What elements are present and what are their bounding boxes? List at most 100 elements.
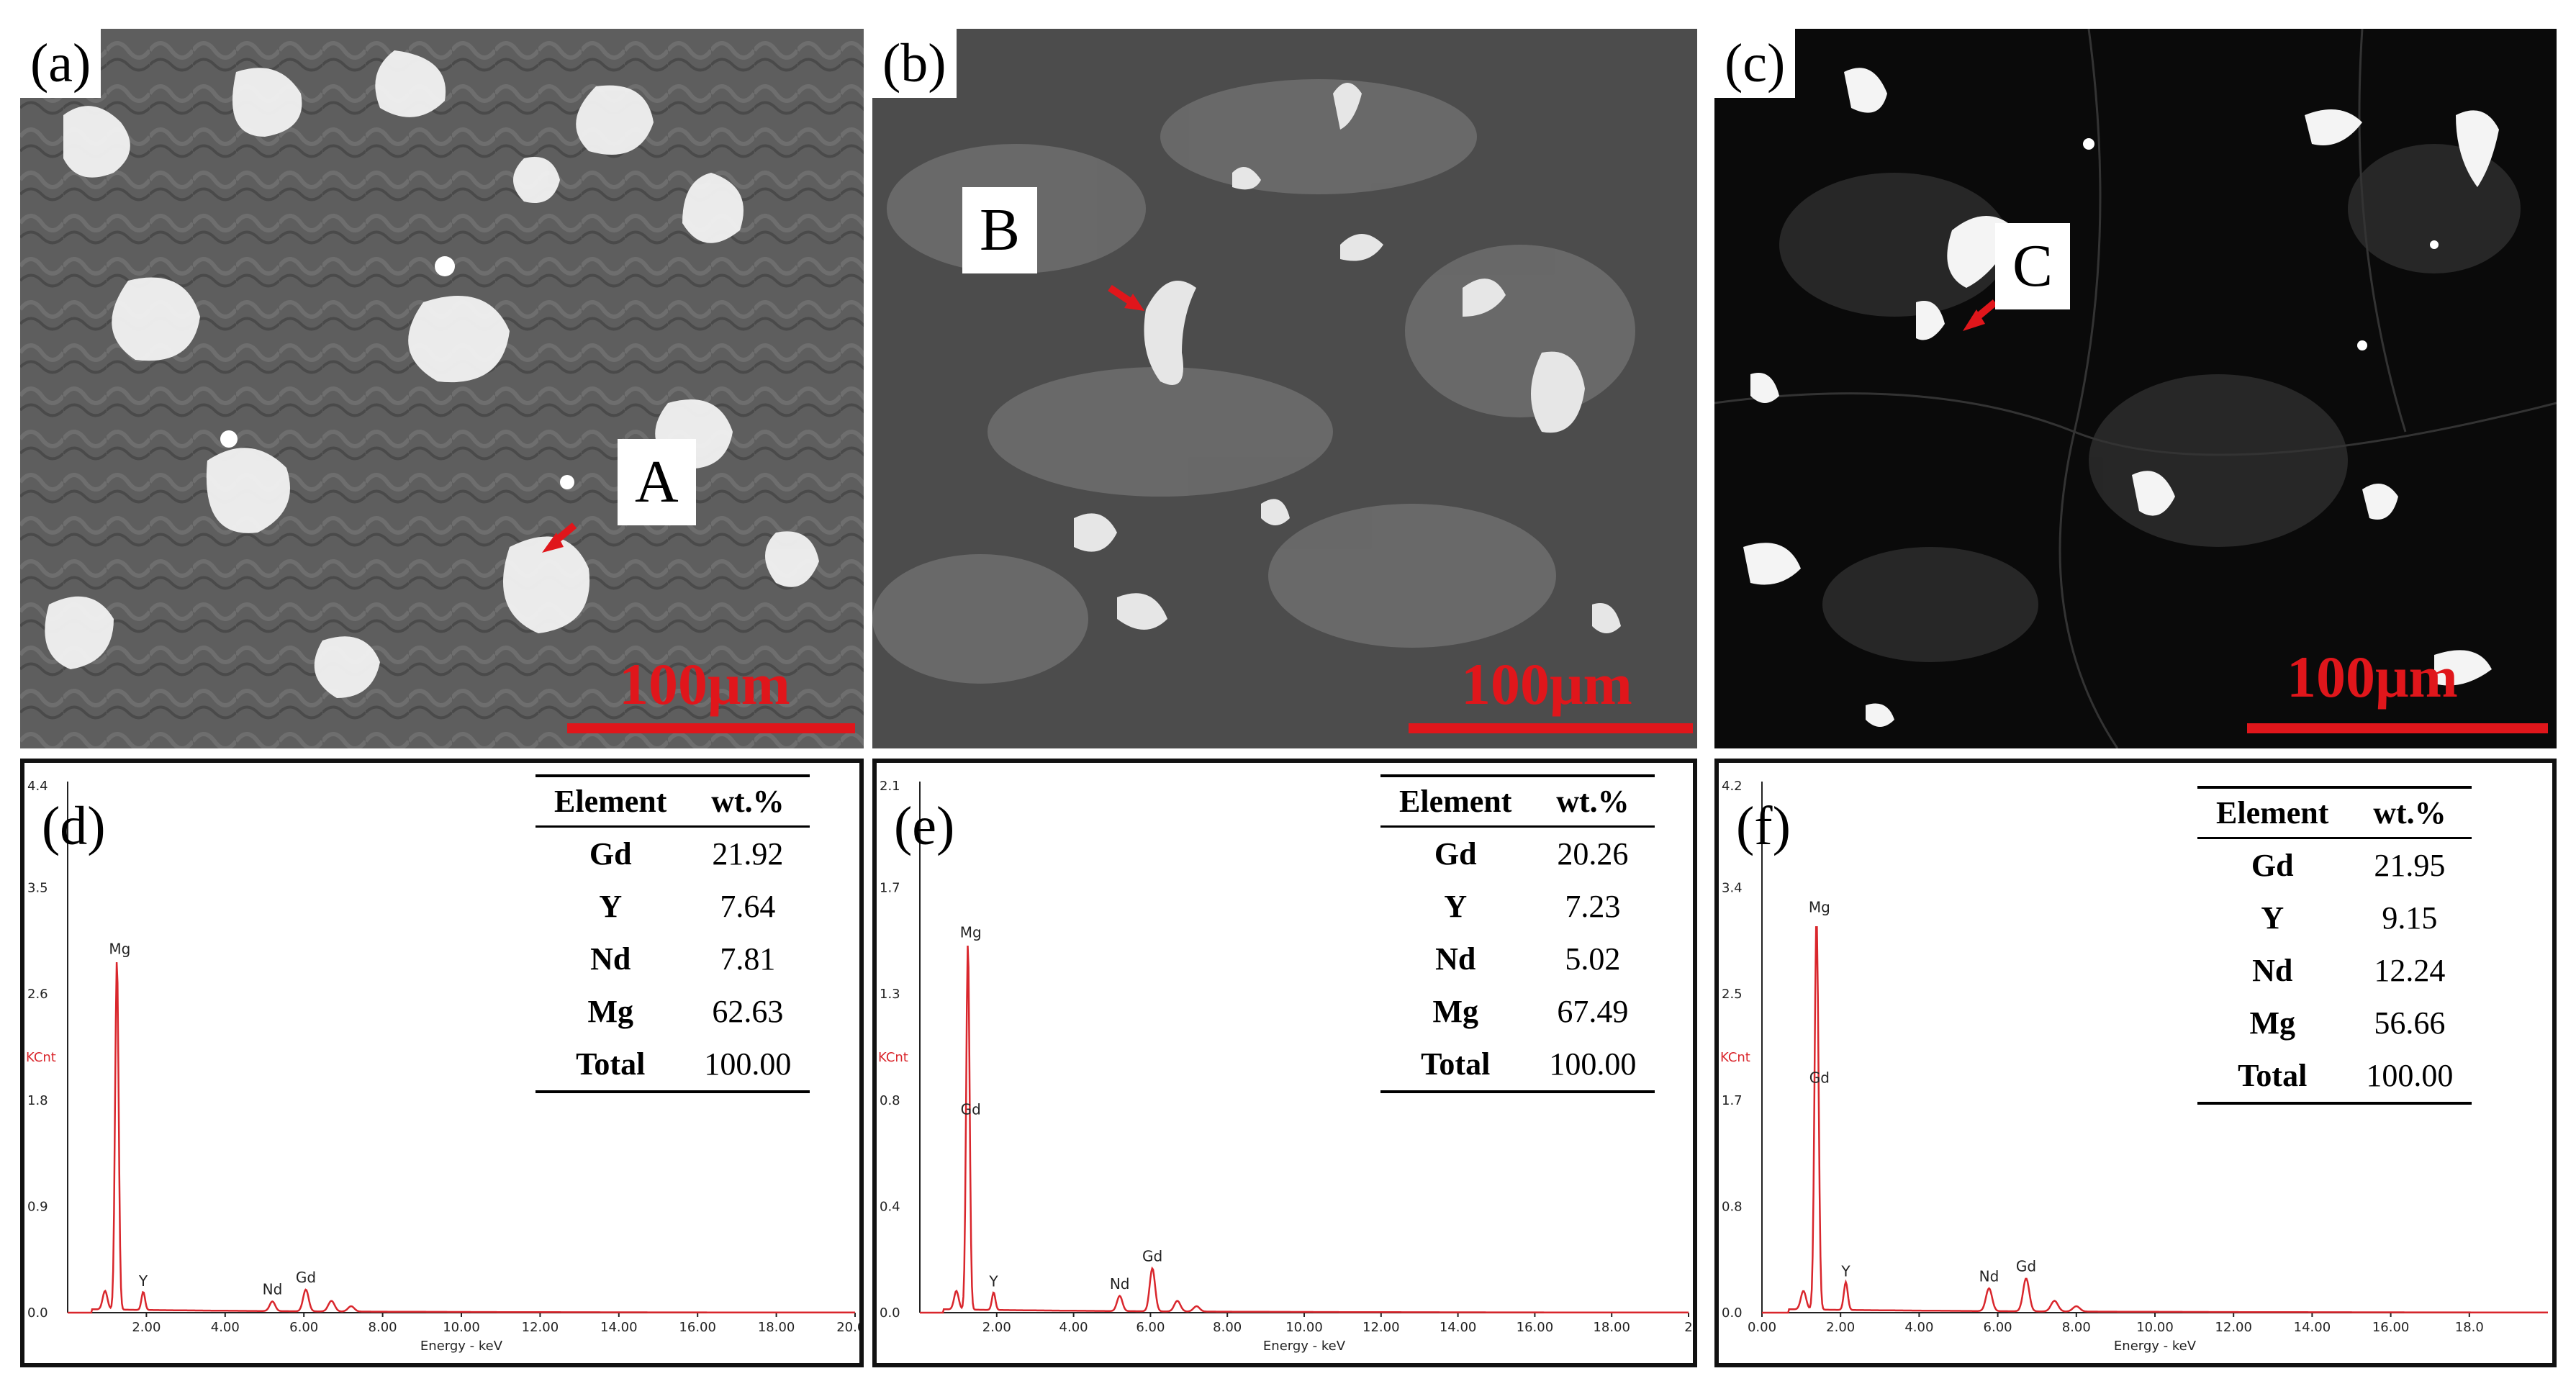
table-cell-element: Gd [1434,836,1477,872]
table-header-wt: wt.% [1530,774,1655,828]
x-axis-label: Energy - keV [420,1339,503,1354]
table-cell-element: Y [599,889,623,924]
y-tick-label: 1.3 [880,987,900,1002]
table-row: Total 100.00 [1380,1038,1655,1093]
table-cell-element: Total [2197,1049,2348,1105]
table-cell-element: Nd [2252,953,2293,988]
table-row: Y 9.15 [2197,892,2472,944]
sem-image-a [20,29,864,748]
x-tick-label: 14.00 [600,1320,638,1335]
x-tick-label: 18.0 [2455,1320,2484,1335]
x-tick-label: 10.00 [443,1320,480,1335]
peak-label: Nd [263,1281,283,1298]
table-header-element: Element [1380,774,1531,828]
eds-panel-f: 0.0 0.8 1.7 2.5 3.4 4.2 0.00 2.00 4.00 6.00 8.00 10… [1714,759,2557,1367]
sem-panel-b: (b) B 100μm [872,29,1697,748]
table-row: Gd 20.26 [1380,827,1655,881]
panel-label-a: (a) [20,29,101,98]
table-cell-value: 20.26 [1557,836,1629,872]
y-tick-label: 2.6 [27,987,48,1002]
table-cell-value: 7.81 [720,941,776,977]
y-axis-label: KCnt [878,1050,908,1065]
peak-label: Mg [109,941,130,958]
x-tick-label: 20.00 [836,1320,859,1335]
x-tick-label: 8.00 [2062,1320,2091,1335]
table-cell-value: 5.02 [1565,941,1621,977]
x-tick-label: 6.00 [289,1320,318,1335]
peak-label: Gd [296,1269,316,1286]
table-cell-element: Total [1380,1038,1531,1093]
x-tick-label: 4.00 [1059,1320,1088,1335]
table-cell-value: 67.49 [1557,994,1629,1029]
x-tick-label: 18.00 [758,1320,795,1335]
x-tick-label: 12.00 [2215,1320,2252,1335]
eds-panel-d: 0.0 0.9 1.8 2.6 3.5 4.4 2.00 4.00 6.00 8.00 10.00 1… [20,759,864,1367]
table-cell-value: 7.23 [1565,889,1621,924]
table-cell-element: Mg [587,994,633,1029]
eds-panel-e: 0.0 0.4 0.8 1.3 1.7 2.1 2.00 4.00 6.00 8.00 10.00 1… [872,759,1697,1367]
scale-bar-text-c: 100μm [2287,644,2458,710]
x-tick-label: 2.00 [1826,1320,1855,1335]
table-row: Y 7.64 [535,880,810,933]
panel-label-d: (d) [42,796,106,856]
panel-label-c: (c) [1714,29,1796,98]
x-tick-label: 4.00 [1904,1320,1933,1335]
scale-bar-text-a: 100μm [619,651,790,717]
table-cell-element: Nd [590,941,631,977]
composition-table-f: Element wt.% Gd 21.95 Y 9.15 Nd 12.24 Mg 56.… [2197,786,2472,1105]
panel-label-e: (e) [894,796,955,856]
scale-bar-b [1409,723,1693,733]
table-cell-value: 9.15 [2382,900,2438,936]
table-row: Mg 56.66 [2197,997,2472,1049]
table-cell-value: 100.00 [2347,1049,2472,1105]
x-tick-label: 2 [1684,1320,1692,1335]
y-tick-label: 4.4 [27,779,48,794]
table-cell-element: Total [535,1038,686,1093]
x-axis-label: Energy - keV [2114,1339,2197,1354]
table-cell-element: Mg [2249,1005,2295,1041]
x-tick-label: 12.00 [1362,1320,1400,1335]
composition-table-e: Element wt.% Gd 20.26 Y 7.23 Nd 5.02 Mg 67.4… [1380,774,1655,1093]
table-row: Mg 67.49 [1380,985,1655,1038]
table-cell-value: 56.66 [2374,1005,2446,1041]
table-header-element: Element [2197,786,2348,839]
scale-bar-a [567,723,855,733]
table-cell-element: Gd [2251,848,2294,883]
point-label-a: A [618,439,696,525]
x-axis-label: Energy - keV [1263,1339,1346,1354]
x-tick-label: 0.00 [1748,1320,1776,1335]
point-label-b: B [962,187,1038,273]
y-tick-label: 0.4 [880,1199,900,1214]
table-cell-value: 100.00 [685,1038,810,1093]
spectrum-line [1762,926,2548,1314]
y-tick-label: 0.8 [1722,1199,1743,1214]
x-tick-label: 12.00 [522,1320,559,1335]
eds-spectrum-d: 0.0 0.9 1.8 2.6 3.5 4.4 2.00 4.00 6.00 8.00 10.00 1… [26,779,859,1354]
sem-image-c [1714,29,2557,748]
y-tick-label: 0.0 [880,1305,900,1321]
table-row: Gd 21.95 [2197,838,2472,892]
table-row: Nd 5.02 [1380,933,1655,985]
peak-label: Y [988,1272,998,1290]
scale-bar-c [2247,723,2548,733]
table-cell-element: Mg [1432,994,1478,1029]
sem-panel-c: (c) C 100μm [1714,29,2557,748]
point-label-c: C [1995,223,2071,309]
y-tick-label: 0.8 [880,1093,900,1108]
sem-panel-a: (a) A 100μm [20,29,864,748]
x-tick-label: 6.00 [1136,1320,1165,1335]
y-tick-label: 0.9 [27,1199,48,1214]
table-row: Total 100.00 [535,1038,810,1093]
y-axis-label: KCnt [1720,1050,1750,1065]
peak-label: Nd [1979,1267,1999,1285]
table-cell-value: 12.24 [2374,953,2446,988]
y-tick-label: 3.4 [1722,881,1743,896]
x-tick-label: 6.00 [1984,1320,2012,1335]
composition-table-d: Element wt.% Gd 21.92 Y 7.64 Nd 7.81 Mg 62.6… [535,774,810,1093]
table-cell-value: 100.00 [1530,1038,1655,1093]
peak-label: Gd [1142,1247,1162,1264]
spectrum-line [68,961,855,1314]
spectrum-line [920,945,1689,1314]
table-header-wt: wt.% [2347,786,2472,839]
panel-label-b: (b) [872,29,957,98]
